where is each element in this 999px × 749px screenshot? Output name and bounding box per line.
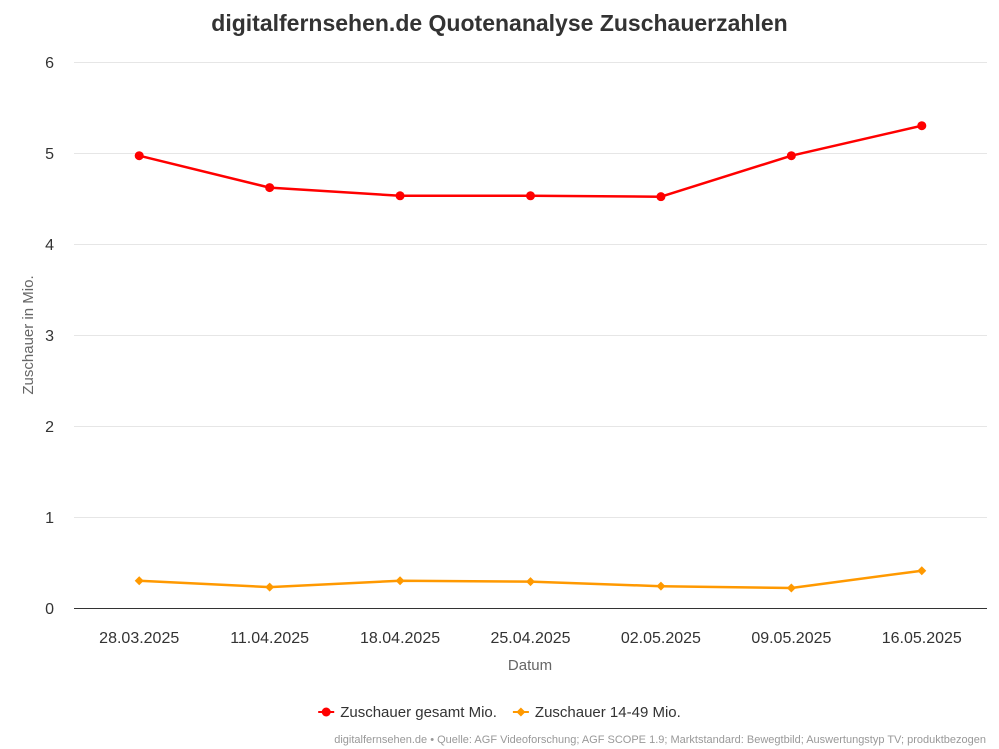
series-2 (134, 566, 927, 593)
gridlines (74, 62, 987, 518)
data-point[interactable] (786, 583, 796, 593)
y-tick-label: 1 (45, 510, 54, 527)
data-point[interactable] (656, 581, 666, 591)
legend-label: Zuschauer 14-49 Mio. (535, 704, 681, 721)
data-point[interactable] (134, 576, 144, 586)
series-layer (134, 121, 927, 593)
data-point[interactable] (526, 577, 535, 587)
y-tick-label: 3 (45, 328, 54, 345)
x-tick-label: 18.04.2025 (360, 630, 440, 647)
data-point[interactable] (917, 121, 927, 131)
series-1 (134, 121, 927, 202)
data-point[interactable] (395, 191, 405, 201)
chart-credits: digitalfernsehen.de • Quelle: AGF Videof… (334, 734, 986, 746)
y-tick-label: 4 (45, 237, 54, 254)
data-point[interactable] (786, 151, 796, 161)
x-axis-title: Datum (508, 657, 552, 674)
legend: Zuschauer gesamt Mio. Zuschauer 14-49 Mio… (318, 704, 681, 721)
y-tick-label: 0 (45, 601, 54, 618)
data-point[interactable] (526, 191, 535, 201)
data-point[interactable] (265, 183, 275, 193)
x-tick-label: 02.05.2025 (621, 630, 701, 647)
x-tick-label: 09.05.2025 (751, 630, 831, 647)
chart-title: digitalfernsehen.de Quotenanalyse Zuscha… (211, 10, 787, 36)
data-point[interactable] (265, 582, 275, 592)
x-tick-label: 11.04.2025 (230, 630, 309, 647)
x-tick-label: 25.04.2025 (490, 630, 570, 647)
legend-item[interactable]: Zuschauer 14-49 Mio. (512, 704, 681, 721)
legend-marker (516, 707, 526, 717)
data-point[interactable] (656, 192, 666, 202)
y-axis-ticks: 0 1 2 3 4 5 6 (45, 55, 54, 618)
y-axis-title: Zuschauer in Mio. (20, 275, 37, 394)
legend-marker (321, 707, 331, 717)
y-tick-label: 6 (45, 55, 54, 72)
y-tick-label: 2 (45, 419, 54, 436)
legend-item[interactable]: Zuschauer gesamt Mio. (318, 704, 497, 721)
y-tick-label: 5 (45, 146, 54, 163)
x-tick-label: 16.05.2025 (882, 630, 962, 647)
data-point[interactable] (917, 566, 927, 576)
data-point[interactable] (395, 576, 405, 586)
x-tick-label: 28.03.2025 (99, 630, 179, 647)
legend-label: Zuschauer gesamt Mio. (340, 704, 497, 721)
data-point[interactable] (134, 151, 144, 161)
x-axis-ticks: 28.03.2025 11.04.2025 18.04.2025 25.04.2025… (99, 630, 962, 647)
